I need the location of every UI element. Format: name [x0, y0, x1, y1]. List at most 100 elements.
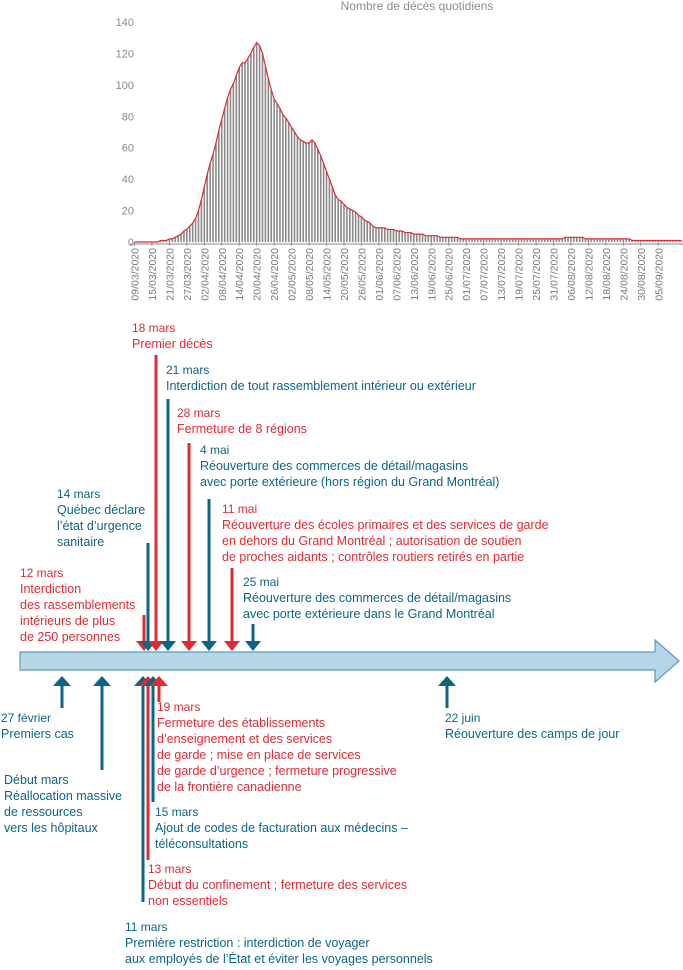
event-11-mai: 11 mai Réouverture des écoles primaires … [222, 502, 549, 565]
x-tick-label: 12/08/2020 [583, 248, 595, 301]
event-text: Interdiction de tout rassemblement intér… [166, 379, 476, 393]
outline-line [134, 41, 682, 243]
connectors-below [53, 676, 456, 902]
event-date: 4 mai [200, 443, 230, 457]
x-tick-label: 14/05/2020 [322, 248, 334, 301]
event-27-fevrier: 27 février Premiers cas [1, 711, 74, 742]
event-text: aux employés de l’État et éviter les voy… [125, 952, 433, 966]
event-text: sanitaire [57, 535, 105, 549]
arrowhead-18-mars [148, 641, 164, 651]
arrowhead-19-mars [150, 676, 168, 686]
x-tick-label: 02/05/2020 [287, 248, 299, 301]
event-text: l’état d’urgence [57, 519, 142, 533]
arrowhead-4-mai [201, 641, 217, 651]
event-text: Début mars [4, 773, 69, 787]
timeline-arrow [19, 638, 680, 684]
arrowhead-28-mars [181, 641, 197, 651]
event-text: Interdiction [20, 582, 82, 596]
event-text: Réouverture des commerces de détail/maga… [243, 591, 512, 605]
event-text: Fermeture de 8 régions [177, 422, 307, 436]
x-tick-label: 30/08/2020 [636, 248, 648, 301]
event-11-mars: 11 mars Première restriction : interdict… [125, 920, 433, 967]
event-text: Réallocation massive [4, 789, 123, 803]
event-date: 13 mars [148, 862, 192, 876]
event-22-juin: 22 juin Réouverture des camps de jour [445, 711, 619, 742]
event-15-mars: 15 mars Ajout de codes de facturation au… [155, 805, 408, 852]
y-tick-label: 60 [122, 143, 134, 155]
x-tick-label: 07/07/2020 [479, 248, 491, 301]
x-tick-label: 15/03/2020 [147, 248, 159, 301]
x-tick-label: 14/04/2020 [234, 248, 246, 301]
x-tick-label: 07/06/2020 [391, 248, 403, 301]
event-text: de la frontière canadienne [157, 780, 302, 794]
event-date: 27 février [1, 711, 52, 725]
connectors-above [136, 355, 261, 651]
x-tick-label: 13/06/2020 [409, 248, 421, 301]
event-19-mars: 19 mars Fermeture des établissements d’e… [157, 700, 397, 795]
event-text: Première restriction : interdiction de v… [125, 936, 370, 950]
x-tick-label: 21/03/2020 [164, 248, 176, 301]
arrowhead-11-mai [224, 641, 240, 651]
arrowhead-25-mai [245, 641, 261, 651]
event-21-mars: 21 mars Interdiction de tout rassembleme… [166, 363, 476, 394]
event-text: de ressources [4, 805, 83, 819]
event-text: avec porte extérieure (hors région du Gr… [200, 475, 500, 489]
event-debut-mars: Début mars Réallocation massive de resso… [4, 772, 122, 836]
x-tick-label: 09/03/2020 [129, 248, 141, 301]
event-text: intérieurs de plus [20, 614, 116, 628]
x-tick-label: 06/08/2020 [566, 248, 578, 301]
y-tick-label: 80 [122, 111, 134, 123]
x-tick-label: 02/04/2020 [199, 248, 211, 301]
y-tick-label: 100 [116, 80, 134, 92]
event-date: 11 mars [125, 920, 168, 934]
x-tick-label: 26/04/2020 [269, 248, 281, 301]
event-date: 19 mars [157, 700, 201, 714]
event-date: 25 mai [243, 575, 280, 589]
event-text: de garde d’urgence ; fermeture progressi… [157, 764, 397, 778]
event-text: Ajout de codes de facturation aux médeci… [155, 821, 408, 835]
x-tick-label: 01/06/2020 [374, 248, 386, 301]
x-tick-label: 08/05/2020 [304, 248, 316, 301]
event-text: de garde ; mise en place de services [157, 748, 361, 762]
event-28-mars: 28 mars Fermeture de 8 régions [177, 406, 307, 437]
event-13-mars: 13 mars Début du confinement ; fermeture… [148, 862, 407, 909]
y-tick-label: 140 [116, 17, 134, 29]
x-tick-label: 19/07/2020 [514, 248, 526, 301]
event-text: Réouverture des camps de jour [445, 727, 620, 741]
x-tick-label: 25/07/2020 [531, 248, 543, 301]
event-text: Premier décès [132, 337, 213, 351]
x-tick-label: 20/05/2020 [339, 248, 351, 301]
event-4-mai: 4 mai Réouverture des commerces de détai… [200, 443, 499, 490]
x-tick-label: 19/06/2020 [426, 248, 438, 301]
event-12-mars: 12 mars Interdiction des rassemblements … [20, 566, 135, 645]
x-tick-label: 26/05/2020 [356, 248, 368, 301]
bar-series [159, 42, 683, 242]
event-date: 18 mars [132, 321, 176, 335]
event-text: en dehors du Grand Montréal ; autorisati… [222, 534, 522, 548]
event-date: 14 mars [57, 487, 101, 501]
event-date: 11 mai [222, 502, 258, 516]
x-tick-label: 20/04/2020 [252, 248, 264, 301]
event-text: vers les hôpitaux [4, 821, 98, 835]
event-date: 15 mars [155, 805, 199, 819]
chart-title: Nombre de décès quotidiens [341, 0, 494, 13]
event-text: Fermeture des établissements [157, 716, 326, 730]
event-text: Réouverture des écoles primaires et des … [222, 518, 549, 532]
event-date: 28 mars [177, 406, 221, 420]
x-tick-label: 24/08/2020 [618, 248, 630, 301]
event-text: Réouverture des commerces de détail/maga… [200, 459, 469, 473]
x-tick-label: 18/08/2020 [601, 248, 613, 301]
event-date: 22 juin [445, 711, 481, 725]
arrowhead-27-fevrier [53, 676, 71, 686]
y-axis: 0 20 40 60 80 100 120 140 [116, 17, 134, 249]
y-tick-label: 20 [122, 206, 134, 218]
y-tick-label: 40 [122, 174, 134, 186]
event-text: Premiers cas [1, 727, 74, 741]
x-tick-label: 31/07/2020 [549, 248, 561, 301]
x-tick-label: 08/04/2020 [217, 248, 229, 301]
event-date: 21 mars [166, 363, 210, 377]
y-tick-label: 120 [116, 48, 134, 60]
x-tick-label: 13/07/2020 [496, 248, 508, 301]
y-tick-label: 0 [128, 237, 134, 249]
